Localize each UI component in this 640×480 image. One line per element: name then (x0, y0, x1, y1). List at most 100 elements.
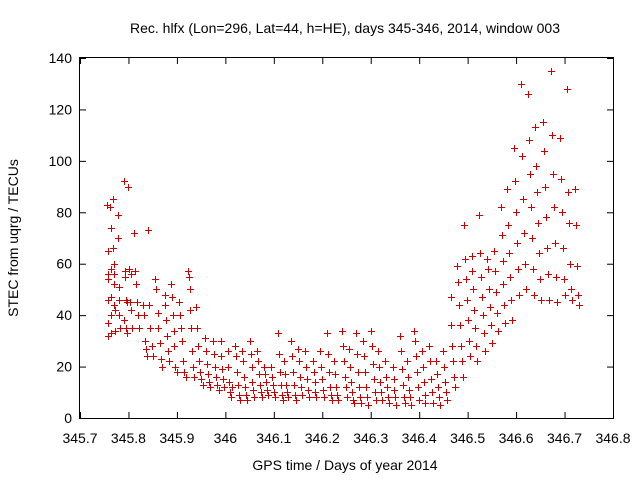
data-point (305, 387, 312, 394)
data-point (179, 338, 186, 345)
data-point (331, 358, 338, 365)
data-point (290, 369, 297, 376)
data-point (553, 274, 560, 281)
data-point (271, 389, 278, 396)
data-point (257, 382, 264, 389)
y-tick-label: 40 (56, 307, 72, 323)
data-point (108, 312, 115, 319)
data-point (456, 302, 463, 309)
axis-tick-labels: 345.7 345.8 345.9 346 346.1 346.2 346.3 346.4 34… (49, 50, 631, 446)
y-tick-label: 100 (49, 153, 73, 169)
data-point (472, 325, 479, 332)
data-point (353, 330, 360, 337)
data-point (110, 196, 117, 203)
data-point (243, 392, 250, 399)
data-point (566, 220, 573, 227)
data-point (451, 374, 458, 381)
data-point (319, 376, 326, 383)
data-point (332, 371, 339, 378)
data-point (131, 230, 138, 237)
data-point (244, 397, 251, 404)
data-point (202, 335, 209, 342)
y-tick-label: 80 (56, 204, 72, 220)
data-point (293, 397, 300, 404)
data-point (416, 397, 423, 404)
data-point (128, 271, 135, 278)
data-point (481, 330, 488, 337)
x-tick-label: 346.2 (305, 430, 340, 446)
data-point (364, 394, 371, 401)
data-point (327, 384, 334, 391)
x-tick-label: 346.7 (547, 430, 582, 446)
data-point (544, 245, 551, 252)
data-point (105, 320, 112, 327)
data-point (458, 343, 465, 350)
data-point (521, 230, 528, 237)
data-point (500, 281, 507, 288)
data-points (104, 68, 583, 409)
data-point (121, 317, 128, 324)
data-point (420, 364, 427, 371)
y-tick-label: 120 (49, 101, 73, 117)
data-point (532, 124, 539, 131)
data-point (249, 379, 256, 386)
data-point (372, 389, 379, 396)
data-point (111, 281, 118, 288)
data-point (240, 358, 247, 365)
data-point (480, 312, 487, 319)
data-point (568, 286, 575, 293)
data-point (427, 358, 434, 365)
data-point (487, 304, 494, 311)
data-point (166, 358, 173, 365)
data-point (116, 284, 123, 291)
data-point (318, 364, 325, 371)
data-point (430, 400, 437, 407)
data-point (411, 328, 418, 335)
data-point (181, 369, 188, 376)
data-point (236, 392, 243, 399)
data-point (433, 358, 440, 365)
data-point (426, 343, 433, 350)
data-point (134, 299, 141, 306)
data-point (422, 400, 429, 407)
data-point (362, 369, 369, 376)
data-point (454, 263, 461, 270)
data-point (444, 397, 451, 404)
data-point (171, 343, 178, 350)
data-point (489, 340, 496, 347)
data-point (421, 379, 428, 386)
data-point (198, 376, 205, 383)
data-point (392, 394, 399, 401)
data-point (302, 348, 309, 355)
data-point (171, 328, 178, 335)
data-point (105, 297, 112, 304)
data-point (269, 374, 276, 381)
data-point (535, 220, 542, 227)
data-point (304, 376, 311, 383)
data-point (203, 348, 210, 355)
data-point (465, 317, 472, 324)
data-point (574, 263, 581, 270)
data-point (207, 384, 214, 391)
data-point (185, 268, 192, 275)
data-point (195, 343, 202, 350)
data-point (346, 346, 353, 353)
data-point (562, 292, 569, 299)
data-point (129, 325, 136, 332)
data-point (218, 338, 225, 345)
data-point (152, 276, 159, 283)
data-point (358, 400, 365, 407)
data-point (354, 351, 361, 358)
data-point (538, 297, 545, 304)
data-point (500, 258, 507, 265)
data-point (567, 261, 574, 268)
x-tick-label: 345.8 (111, 430, 146, 446)
data-point (321, 394, 328, 401)
data-point (325, 351, 332, 358)
data-point (397, 333, 404, 340)
data-point (133, 281, 140, 288)
data-point (356, 384, 363, 391)
data-point (515, 266, 522, 273)
data-point (492, 268, 499, 275)
data-point (375, 348, 382, 355)
